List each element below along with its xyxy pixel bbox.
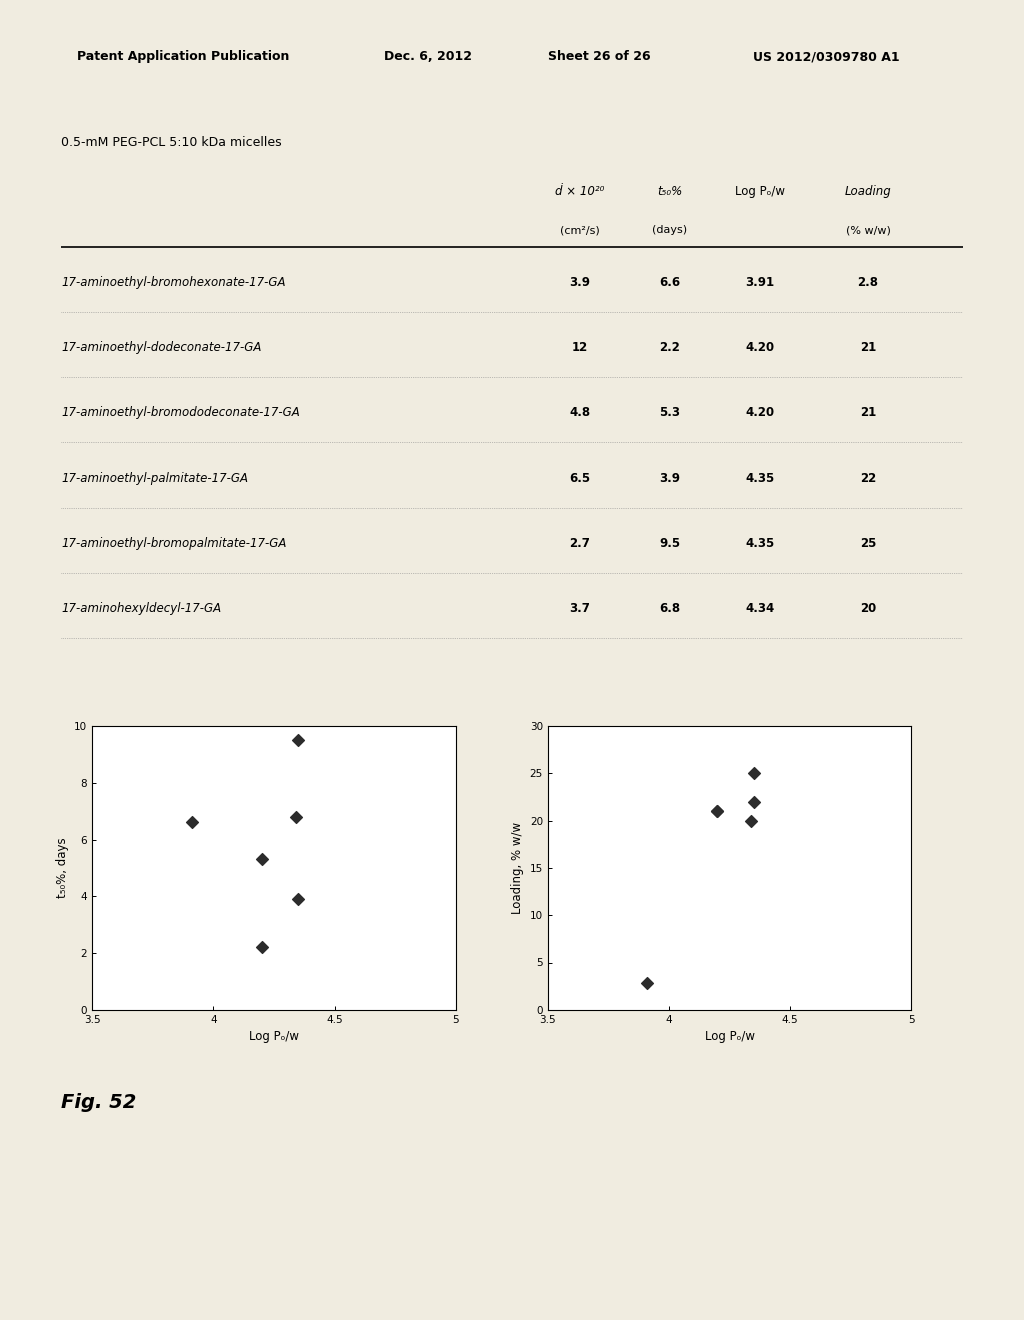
- Text: Loading: Loading: [845, 185, 891, 198]
- X-axis label: Log Pₒ/w: Log Pₒ/w: [249, 1030, 299, 1043]
- Text: (% w/w): (% w/w): [846, 226, 891, 235]
- Text: 3.9: 3.9: [659, 471, 680, 484]
- Text: 2.8: 2.8: [857, 276, 879, 289]
- Text: 17-aminohexyldecyl-17-GA: 17-aminohexyldecyl-17-GA: [61, 602, 221, 615]
- Text: ḋ × 10²⁰: ḋ × 10²⁰: [555, 185, 604, 198]
- Point: [710, 800, 726, 821]
- Text: 21: 21: [860, 341, 877, 354]
- Text: 6.8: 6.8: [659, 602, 680, 615]
- Text: 6.5: 6.5: [569, 471, 590, 484]
- Text: 2.7: 2.7: [569, 537, 590, 550]
- Text: 3.91: 3.91: [745, 276, 774, 289]
- Text: 17-aminoethyl-palmitate-17-GA: 17-aminoethyl-palmitate-17-GA: [61, 471, 249, 484]
- Text: (cm²/s): (cm²/s): [560, 226, 599, 235]
- Text: 17-aminoethyl-bromododeconate-17-GA: 17-aminoethyl-bromododeconate-17-GA: [61, 407, 300, 420]
- X-axis label: Log Pₒ/w: Log Pₒ/w: [705, 1030, 755, 1043]
- Text: 0.5-mM PEG-PCL 5:10 kDa micelles: 0.5-mM PEG-PCL 5:10 kDa micelles: [61, 136, 282, 149]
- Point: [288, 807, 304, 828]
- Text: 4.8: 4.8: [569, 407, 590, 420]
- Text: 4.20: 4.20: [745, 341, 774, 354]
- Text: t₅₀%: t₅₀%: [657, 185, 682, 198]
- Text: Fig. 52: Fig. 52: [61, 1093, 137, 1111]
- Text: 4.35: 4.35: [745, 471, 774, 484]
- Text: 17-aminoethyl-dodeconate-17-GA: 17-aminoethyl-dodeconate-17-GA: [61, 341, 262, 354]
- Text: 2.2: 2.2: [659, 341, 680, 354]
- Point: [290, 730, 306, 751]
- Text: 3.9: 3.9: [569, 276, 590, 289]
- Point: [710, 800, 726, 821]
- Text: Sheet 26 of 26: Sheet 26 of 26: [548, 50, 650, 63]
- Text: 6.6: 6.6: [659, 276, 680, 289]
- Text: 17-aminoethyl-bromopalmitate-17-GA: 17-aminoethyl-bromopalmitate-17-GA: [61, 537, 287, 550]
- Text: 3.7: 3.7: [569, 602, 590, 615]
- Point: [745, 763, 762, 784]
- Point: [290, 888, 306, 909]
- Text: 12: 12: [571, 341, 588, 354]
- Text: 21: 21: [860, 407, 877, 420]
- Text: 17-aminoethyl-bromohexonate-17-GA: 17-aminoethyl-bromohexonate-17-GA: [61, 276, 286, 289]
- Text: 4.35: 4.35: [745, 537, 774, 550]
- Text: 9.5: 9.5: [659, 537, 680, 550]
- Y-axis label: t₅₀%, days: t₅₀%, days: [55, 838, 69, 898]
- Point: [745, 791, 762, 812]
- Point: [743, 810, 760, 832]
- Text: 20: 20: [860, 602, 877, 615]
- Text: 22: 22: [860, 471, 877, 484]
- Y-axis label: Loading, % w/w: Loading, % w/w: [511, 822, 524, 913]
- Text: Dec. 6, 2012: Dec. 6, 2012: [384, 50, 472, 63]
- Text: 5.3: 5.3: [659, 407, 680, 420]
- Point: [639, 973, 655, 994]
- Text: 25: 25: [860, 537, 877, 550]
- Point: [183, 812, 200, 833]
- Text: 4.34: 4.34: [745, 602, 774, 615]
- Text: Log Pₒ/w: Log Pₒ/w: [735, 185, 784, 198]
- Text: (days): (days): [652, 226, 687, 235]
- Point: [254, 937, 270, 958]
- Text: 4.20: 4.20: [745, 407, 774, 420]
- Point: [254, 849, 270, 870]
- Text: US 2012/0309780 A1: US 2012/0309780 A1: [753, 50, 899, 63]
- Text: Patent Application Publication: Patent Application Publication: [77, 50, 289, 63]
